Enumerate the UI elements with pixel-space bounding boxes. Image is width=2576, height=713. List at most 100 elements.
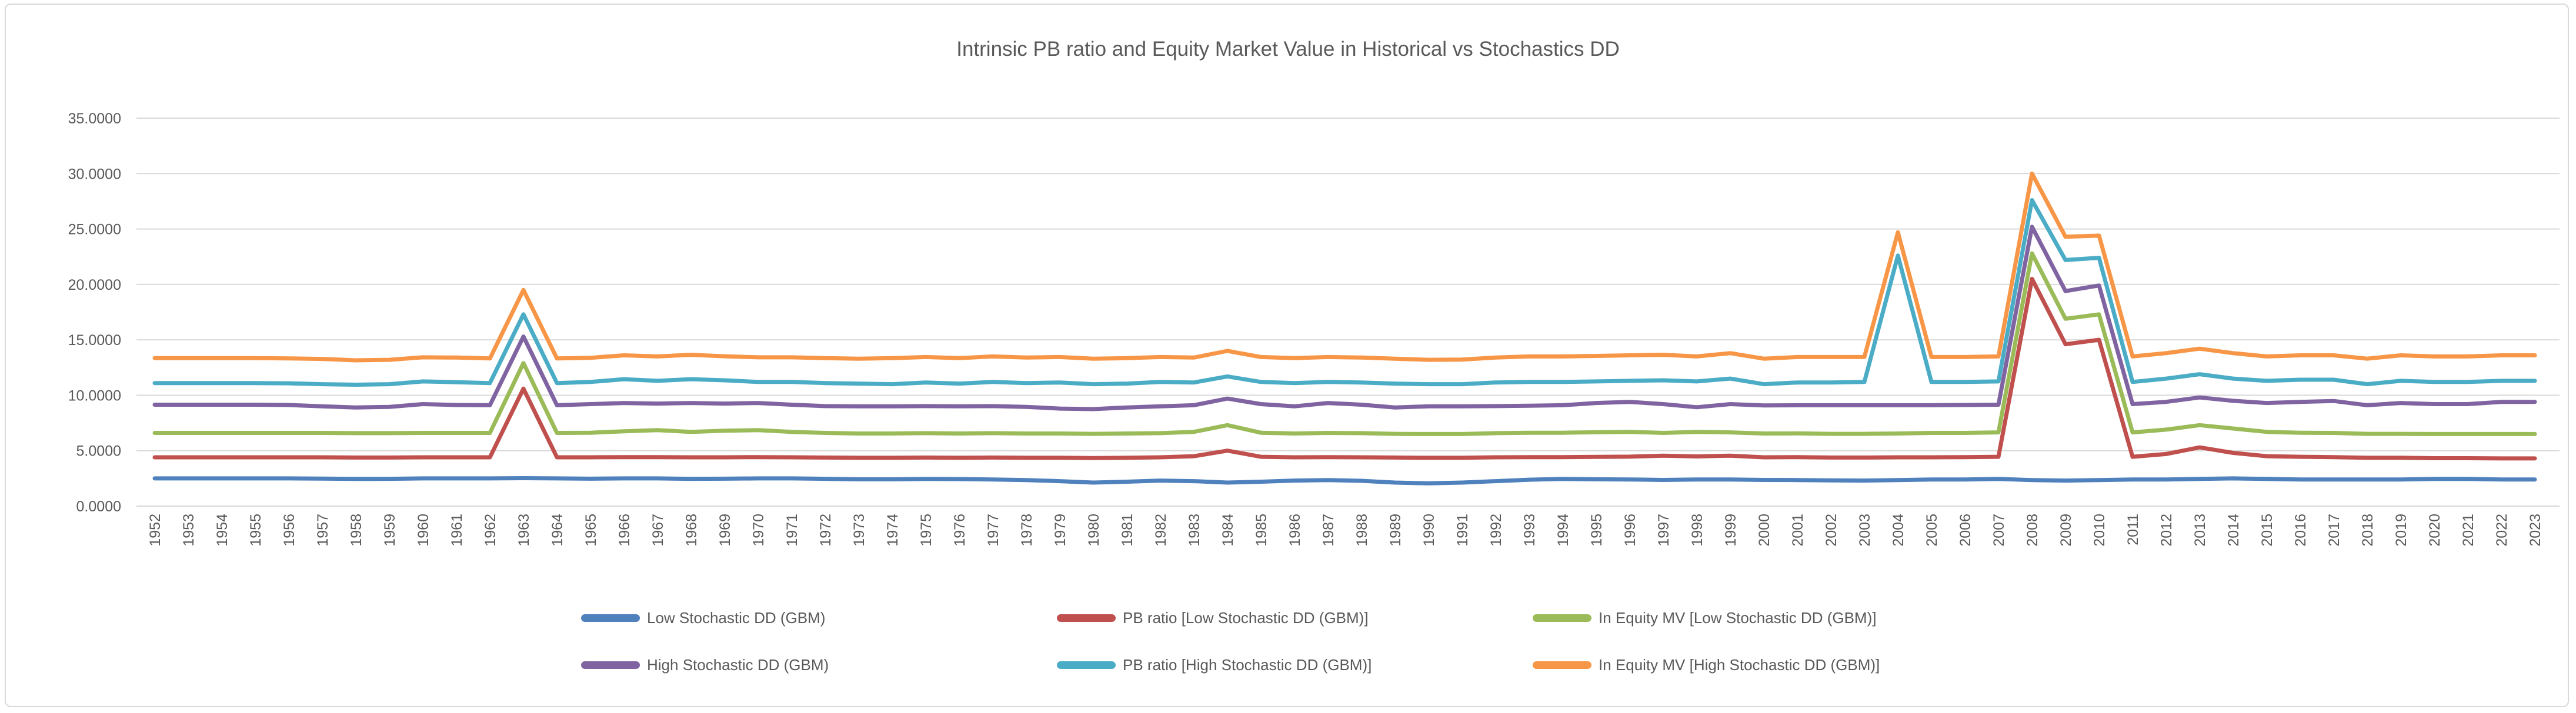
x-tick-label: 1990 <box>1421 514 1437 547</box>
x-tick-label: 2017 <box>2326 514 2343 547</box>
series-lines <box>152 171 2537 486</box>
x-tick-label: 2022 <box>2494 514 2510 547</box>
legend-item[interactable]: High Stochastic DD (GBM) <box>581 657 829 673</box>
x-tick-label: 1988 <box>1354 514 1370 547</box>
x-tick-label: 1972 <box>817 514 834 547</box>
series-line-in-equity-mv-high-stochastic-dd-gbm <box>152 171 2537 363</box>
x-tick-label: 1983 <box>1186 514 1203 547</box>
x-tick-label: 1984 <box>1220 514 1236 547</box>
legend-label: PB ratio [High Stochastic DD (GBM)] <box>1123 656 1372 674</box>
x-tick-label: 2006 <box>1957 514 1974 547</box>
x-tick-label: 1996 <box>1622 514 1639 547</box>
x-tick-label: 1953 <box>181 514 197 547</box>
x-tick-label: 2000 <box>1756 514 1773 547</box>
legend-swatch-icon <box>581 661 640 669</box>
x-tick-label: 1954 <box>214 514 231 547</box>
x-tick-label: 1967 <box>650 514 666 547</box>
x-tick-label: 1987 <box>1320 514 1337 547</box>
legend-label: PB ratio [Low Stochastic DD (GBM)] <box>1123 609 1369 627</box>
legend-swatch-icon <box>581 614 640 622</box>
x-tick-label: 2002 <box>1823 514 1840 547</box>
x-tick-label: 1998 <box>1689 514 1706 547</box>
legend-item[interactable]: PB ratio [High Stochastic DD (GBM)] <box>1057 657 1372 673</box>
x-tick-label: 1986 <box>1287 514 1303 547</box>
legend-item[interactable]: In Equity MV [Low Stochastic DD (GBM)] <box>1533 610 1876 626</box>
series-line-pb-ratio-high-stochastic-dd-gbm <box>152 198 2537 387</box>
series-line-low-stochastic-dd-gbm <box>152 476 2537 486</box>
legend-label: High Stochastic DD (GBM) <box>647 656 829 674</box>
y-tick-label: 20.0000 <box>68 277 121 293</box>
x-tick-label: 1979 <box>1052 514 1069 547</box>
x-tick-label: 1981 <box>1119 514 1136 547</box>
x-tick-label: 2007 <box>1991 514 2007 547</box>
x-tick-label: 1961 <box>449 514 465 547</box>
x-tick-label: 1952 <box>147 514 163 547</box>
x-tick-label: 2005 <box>1924 514 1940 547</box>
x-tick-label: 2012 <box>2158 514 2175 547</box>
x-tick-label: 1989 <box>1387 514 1404 547</box>
x-tick-label: 1985 <box>1253 514 1270 547</box>
x-tick-label: 1968 <box>683 514 700 547</box>
x-tick-label: 1991 <box>1454 514 1471 547</box>
legend-swatch-icon <box>1533 614 1591 622</box>
x-tick-label: 2015 <box>2259 514 2275 547</box>
legend-label: Low Stochastic DD (GBM) <box>647 609 826 627</box>
series-line-high-stochastic-dd-gbm <box>152 225 2537 411</box>
y-tick-label: 10.0000 <box>68 387 121 404</box>
x-tick-label: 2009 <box>2058 514 2074 547</box>
y-tick-label: 30.0000 <box>68 166 121 182</box>
gridlines <box>136 118 2560 507</box>
x-tick-label: 1997 <box>1656 514 1672 547</box>
x-tick-label: 2011 <box>2125 514 2141 545</box>
x-tick-label: 1959 <box>382 514 398 547</box>
legend-swatch-icon <box>1533 661 1591 669</box>
legend-item[interactable]: In Equity MV [High Stochastic DD (GBM)] <box>1533 657 1880 673</box>
x-tick-label: 1995 <box>1589 514 1605 547</box>
series-line-in-equity-mv-low-stochastic-dd-gbm <box>152 251 2537 436</box>
x-tick-label: 1960 <box>415 514 432 547</box>
x-tick-label: 2019 <box>2393 514 2410 547</box>
x-tick-label: 1976 <box>952 514 968 547</box>
x-tick-label: 1964 <box>549 514 566 547</box>
x-tick-label: 1982 <box>1153 514 1169 547</box>
x-tick-label: 1999 <box>1723 514 1739 547</box>
x-tick-label: 1957 <box>315 514 331 547</box>
x-tick-label: 1955 <box>248 514 264 547</box>
x-tick-label: 1977 <box>985 514 1002 547</box>
x-tick-label: 1980 <box>1086 514 1102 547</box>
x-tick-label: 1975 <box>918 514 935 547</box>
x-tick-label: 2001 <box>1790 514 1806 547</box>
legend-label: In Equity MV [Low Stochastic DD (GBM)] <box>1599 609 1877 627</box>
x-tick-label: 2004 <box>1890 514 1907 547</box>
x-tick-label: 1970 <box>750 514 767 547</box>
x-tick-label: 1978 <box>1019 514 1035 547</box>
x-tick-label: 1965 <box>583 514 599 547</box>
x-tick-label: 1969 <box>717 514 733 547</box>
x-tick-label: 1971 <box>784 514 800 547</box>
x-tick-label: 1974 <box>885 514 901 547</box>
x-tick-label: 2016 <box>2293 514 2309 547</box>
chart-title: Intrinsic PB ratio and Equity Market Val… <box>956 38 1620 61</box>
x-axis-labels: 1952 1953 1954 1955 1956 1957 1958 1959 1960 1961… <box>147 514 2544 547</box>
y-tick-label: 0.0000 <box>76 498 121 515</box>
x-tick-label: 1963 <box>516 514 532 547</box>
legend-item[interactable]: PB ratio [Low Stochastic DD (GBM)] <box>1057 610 1369 626</box>
legend-swatch-icon <box>1057 661 1116 669</box>
y-tick-label: 5.0000 <box>76 443 121 460</box>
legend-item[interactable]: Low Stochastic DD (GBM) <box>581 610 825 626</box>
x-tick-label: 2021 <box>2460 514 2477 547</box>
x-tick-label: 1973 <box>851 514 867 547</box>
y-tick-label: 35.0000 <box>68 111 121 127</box>
x-tick-label: 2014 <box>2225 514 2242 547</box>
x-tick-label: 1994 <box>1555 514 1571 547</box>
y-tick-label: 15.0000 <box>68 332 121 349</box>
x-tick-label: 2010 <box>2091 514 2108 547</box>
x-tick-label: 1992 <box>1488 514 1504 547</box>
x-tick-label: 1958 <box>348 514 365 547</box>
legend-swatch-icon <box>1057 614 1116 622</box>
x-tick-label: 2023 <box>2527 514 2544 547</box>
y-axis-labels: 0.0000 5.0000 10.0000 15.0000 20.0000 25.0000… <box>68 111 121 515</box>
series-line-pb-ratio-low-stochastic-dd-gbm <box>152 276 2537 461</box>
